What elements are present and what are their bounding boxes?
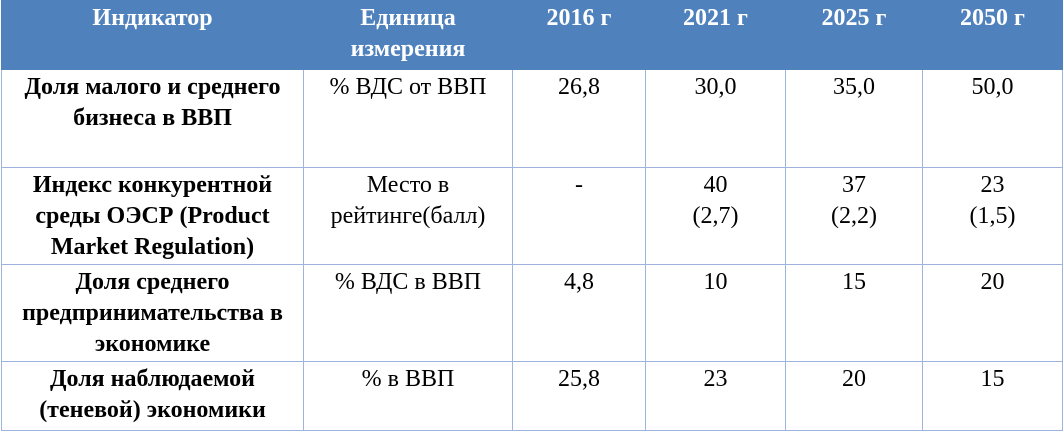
header-cell: Единица измерения <box>303 0 513 70</box>
indicator-cell: Доля среднего предпринимательства в экон… <box>1 264 304 362</box>
table-cell: 26,8 <box>512 69 646 168</box>
table-cell: % ВДС от ВВП <box>303 69 513 168</box>
table-cell: 10 <box>645 264 786 362</box>
table-cell: - <box>512 167 646 265</box>
table-row: Индекс конкурентной среды ОЭСР (Product … <box>1 167 1063 265</box>
table-cell: 37 (2,2) <box>785 167 923 265</box>
table-cell: Место в рейтинге(балл) <box>303 167 513 265</box>
indicator-cell: Доля наблюдаемой (теневой) экономики <box>1 361 304 431</box>
header-row: Индикатор Единица измерения 2016 г 2021 г 20… <box>1 0 1063 70</box>
header-cell: 2021 г <box>645 0 786 70</box>
indicator-cell: Доля малого и среднего бизнеса в ВВП <box>1 69 304 168</box>
header-cell: 2016 г <box>512 0 646 70</box>
header-cell: Индикатор <box>1 0 304 70</box>
table-cell: 35,0 <box>785 69 923 168</box>
header-cell: 2025 г <box>785 0 923 70</box>
table-cell: 20 <box>785 361 923 431</box>
table-cell: 15 <box>922 361 1063 431</box>
table-cell: 23 (1,5) <box>922 167 1063 265</box>
table-cell: 15 <box>785 264 923 362</box>
table-cell: 23 <box>645 361 786 431</box>
table-cell: 4,8 <box>512 264 646 362</box>
table-cell: 40 (2,7) <box>645 167 786 265</box>
table-cell: % в ВВП <box>303 361 513 431</box>
header-cell: 2050 г <box>922 0 1063 70</box>
table-row: Доля малого и среднего бизнеса в ВВП% ВД… <box>1 69 1063 168</box>
table-cell: 25,8 <box>512 361 646 431</box>
indicator-cell: Индекс конкурентной среды ОЭСР (Product … <box>1 167 304 265</box>
table-cell: 30,0 <box>645 69 786 168</box>
table-cell: % ВДС в ВВП <box>303 264 513 362</box>
table-row: Доля наблюдаемой (теневой) экономики% в … <box>1 361 1063 431</box>
table-row: Доля среднего предпринимательства в экон… <box>1 264 1063 362</box>
table-cell: 20 <box>922 264 1063 362</box>
table-cell: 50,0 <box>922 69 1063 168</box>
